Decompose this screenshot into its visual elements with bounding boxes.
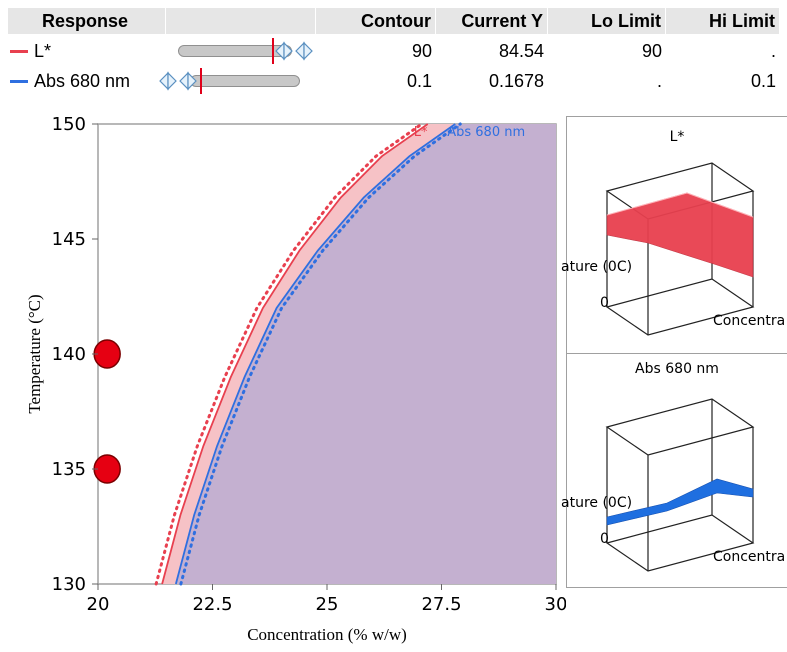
contour-value[interactable]: 0.1 — [316, 68, 436, 94]
x-tick-label: 20 — [87, 594, 110, 615]
legend-line-l-star — [10, 50, 28, 53]
surface-panels: L* ature (0C) 0 Concentra Abs 680 nm — [566, 116, 787, 588]
y-tick-label: 135 — [52, 459, 86, 480]
contour-label: L* — [414, 125, 428, 140]
limit-arrows-icon[interactable] — [274, 39, 314, 63]
x-tick-label: 25 — [316, 594, 339, 615]
panel-origin-label: 0 — [600, 531, 609, 547]
y-tick-label: 130 — [52, 574, 86, 595]
limit-arrows-icon[interactable] — [158, 69, 198, 93]
panel-x-label: Concentra — [713, 549, 785, 565]
table-header: Response Contour Current Y Lo Limit Hi L… — [8, 8, 780, 34]
hi-limit-value[interactable]: . — [666, 38, 780, 64]
y-tick-label: 145 — [52, 229, 86, 250]
response-name: L* — [34, 38, 164, 64]
x-tick-label: 30 — [545, 594, 566, 615]
panel-y-label: ature (0C) — [561, 495, 632, 511]
header-current-y: Current Y — [436, 8, 548, 34]
header-response: Response — [8, 8, 166, 34]
contour-value[interactable]: 90 — [316, 38, 436, 64]
header-contour: Contour — [316, 8, 436, 34]
current-y-value: 0.1678 — [436, 68, 548, 94]
legend-line-abs-680 — [10, 80, 28, 83]
header-hi-limit: Hi Limit — [666, 8, 780, 34]
panel-y-label: ature (0C) — [561, 259, 632, 275]
y-tick-label: 140 — [52, 344, 86, 365]
current-value-marker — [200, 68, 202, 94]
panel-origin-label: 0 — [600, 295, 609, 311]
current-y-value: 84.54 — [436, 38, 548, 64]
contour-label: Abs 680 nm — [447, 125, 525, 140]
data-point — [94, 455, 120, 483]
x-tick-label: 27.5 — [421, 594, 461, 615]
x-tick-label: 22.5 — [192, 594, 232, 615]
data-point — [94, 340, 120, 368]
contour-plot-svg: L* Abs 680 nm Temperature (°C) Concentrat… — [0, 110, 566, 647]
y-axis-label: Temperature (°C) — [25, 294, 44, 413]
table-row[interactable]: Abs 680 nm 0.1 0.1678 . 0.1 — [8, 68, 780, 94]
x-axis-label: Concentration (% w/w) — [247, 625, 407, 644]
table-row[interactable]: L* 90 84.54 90 . — [8, 38, 780, 64]
header-slider — [166, 8, 316, 34]
hi-limit-value[interactable]: 0.1 — [666, 68, 780, 94]
lo-limit-value[interactable]: . — [548, 68, 666, 94]
panel-x-label: Concentra — [713, 313, 785, 329]
lo-limit-value[interactable]: 90 — [548, 38, 666, 64]
response-name: Abs 680 nm — [34, 68, 164, 94]
contour-plot[interactable]: L* Abs 680 nm Temperature (°C) Concentrat… — [0, 110, 566, 647]
y-tick-label: 150 — [52, 114, 86, 135]
response-slider-track[interactable] — [190, 75, 300, 87]
header-lo-limit: Lo Limit — [548, 8, 666, 34]
